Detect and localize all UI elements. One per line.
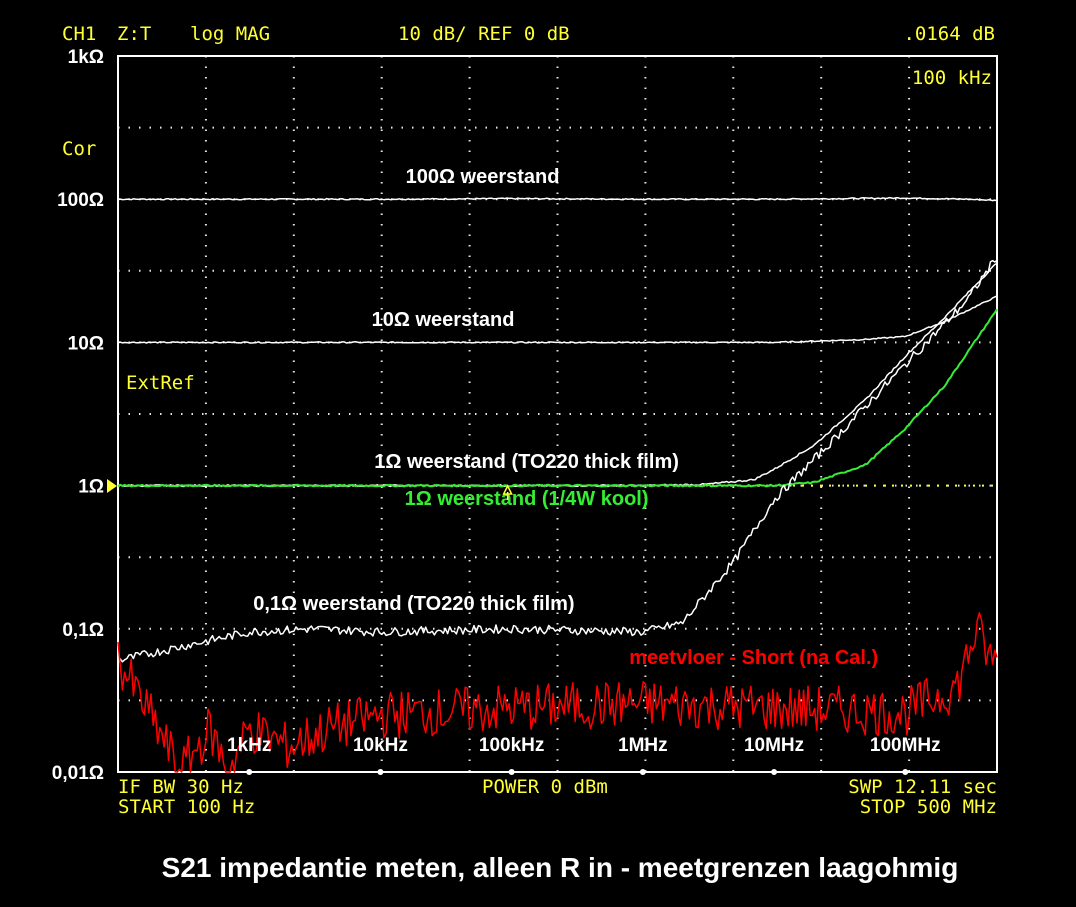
- trace-line: [117, 612, 998, 773]
- header-format: Z:T: [117, 23, 151, 45]
- correction-label: Cor: [62, 138, 96, 160]
- marker-frequency: 100 kHz: [912, 67, 992, 89]
- header-scale: 10 dB/ REF 0 dB: [398, 23, 570, 45]
- trace-line: [117, 295, 998, 344]
- series-label: meetvloer - Short (na Cal.): [629, 647, 878, 669]
- x-tick-dot: [771, 769, 778, 775]
- series-label: 1Ω weerstand (1/4W kool): [405, 488, 649, 510]
- y-tick-label: 100Ω: [57, 190, 104, 211]
- footer-start: START 100 Hz: [118, 796, 255, 818]
- y-tick-label: 1kΩ: [68, 47, 104, 68]
- plot-grid: [117, 55, 998, 773]
- y-tick-label: 0,01Ω: [52, 763, 104, 784]
- y-tick-label: 10Ω: [68, 333, 104, 354]
- x-tick-dot: [508, 769, 515, 775]
- series-label: 10Ω weerstand: [372, 309, 515, 331]
- footer-if-bw: IF BW 30 Hz: [118, 776, 244, 798]
- x-tick-label: 10kHz: [353, 735, 408, 756]
- x-tick-dot: [246, 769, 253, 775]
- x-tick-label: 1MHz: [618, 735, 668, 756]
- x-tick-label: 10MHz: [744, 735, 804, 756]
- footer-sweep: SWP 12.11 sec: [848, 776, 997, 798]
- y-tick-label: 0,1Ω: [62, 620, 104, 641]
- y-tick-label: 1Ω: [78, 477, 104, 498]
- chart-caption: S21 impedantie meten, alleen R in - meet…: [162, 852, 959, 883]
- x-tick-label: 1kHz: [227, 735, 271, 756]
- series-label: 100Ω weerstand: [406, 166, 560, 188]
- x-tick-label: 100kHz: [479, 735, 545, 756]
- trace-line: [117, 196, 998, 202]
- x-tick-dot: [902, 769, 909, 775]
- trace-line: [117, 308, 998, 488]
- x-tick-dot: [639, 769, 646, 775]
- trace-line: [117, 259, 998, 664]
- footer-stop: STOP 500 MHz: [860, 796, 997, 818]
- header-channel: CH1: [62, 23, 96, 45]
- reference-marker-icon: [107, 479, 117, 493]
- series-label: 1Ω weerstand (TO220 thick film): [374, 451, 679, 473]
- marker-arrow-icon: [502, 484, 513, 495]
- extref-label: ExtRef: [126, 372, 195, 394]
- header-mode: log MAG: [190, 23, 270, 45]
- footer-power: POWER 0 dBm: [482, 776, 608, 798]
- x-tick-dot: [377, 769, 384, 775]
- series-label: 0,1Ω weerstand (TO220 thick film): [253, 593, 574, 615]
- x-tick-label: 100MHz: [870, 735, 941, 756]
- header-marker-value: .0164 dB: [903, 23, 995, 45]
- trace-group: [117, 196, 998, 773]
